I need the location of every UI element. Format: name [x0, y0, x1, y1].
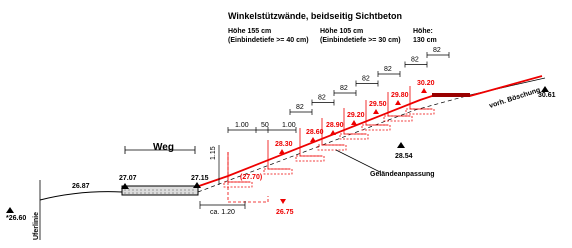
red-elevation: (27.70): [240, 174, 262, 181]
step-dim: 82: [384, 66, 392, 73]
ground-line: [40, 192, 122, 200]
red-elevation: 29.50: [369, 101, 387, 108]
elevation: 26.87: [72, 183, 90, 190]
shore-label: Uferlinie: [33, 212, 40, 240]
red-elevation: 29.80: [391, 92, 409, 99]
red-elevation: 28.30: [275, 141, 293, 148]
path-label: Weg: [153, 142, 174, 153]
base-dim: 50: [261, 122, 269, 129]
step-dim: 82: [362, 76, 370, 83]
wall-height: Höhe 155 cm: [228, 28, 271, 35]
wall-embed: (Einbindetiefe >= 30 cm): [320, 37, 401, 44]
new-terrain: [199, 76, 542, 186]
base-dim: 1.00: [282, 122, 296, 129]
adjust-label: Geländeanpassung: [370, 171, 435, 178]
red-elevation: 28.90: [326, 122, 344, 129]
wall-height: Höhe 105 cm: [320, 28, 363, 35]
red-elevation: 26.75: [276, 209, 294, 216]
wall-footing: [318, 145, 346, 150]
elevation: *26.60: [6, 215, 26, 222]
wall-footing: [264, 169, 292, 174]
hatched-strip: [432, 93, 470, 97]
step-dim: 82: [296, 104, 304, 111]
path-pavement: [122, 186, 198, 195]
title: Winkelstützwände, beidseitig Sichtbeton: [228, 11, 402, 21]
wall-footing: [296, 156, 324, 161]
walls: [224, 86, 434, 202]
elevation-markers: [6, 86, 549, 213]
step-dim: 82: [318, 95, 326, 102]
red-elevation: 30.20: [417, 80, 435, 87]
step-dim: 82: [340, 85, 348, 92]
dimension-lines: [228, 52, 449, 133]
section-drawing: Winkelstützwände, beidseitig Sichtbeton …: [0, 0, 572, 248]
height-dim: 1.15: [210, 146, 217, 160]
elevation: 27.15: [191, 175, 209, 182]
wall-embed: 130 cm: [413, 37, 437, 44]
step-dim: 82: [433, 47, 441, 54]
step-dim: 82: [411, 57, 419, 64]
wall-height: Höhe:: [413, 28, 433, 35]
wall-footing: [362, 125, 390, 130]
elevation: 28.54: [395, 153, 413, 160]
slope-label: vorh. Böschung: [488, 87, 541, 110]
base-dim: 1.00: [235, 122, 249, 129]
leader-line: [336, 150, 380, 172]
wall-embed: (Einbindetiefe >= 40 cm): [228, 37, 309, 44]
red-elevation: 29.20: [347, 112, 365, 119]
width-dim: ca. 1.20: [210, 209, 235, 216]
elevation: 27.07: [119, 175, 137, 182]
elevation: 30.61: [538, 92, 556, 99]
red-elevation: 28.60: [306, 129, 324, 136]
